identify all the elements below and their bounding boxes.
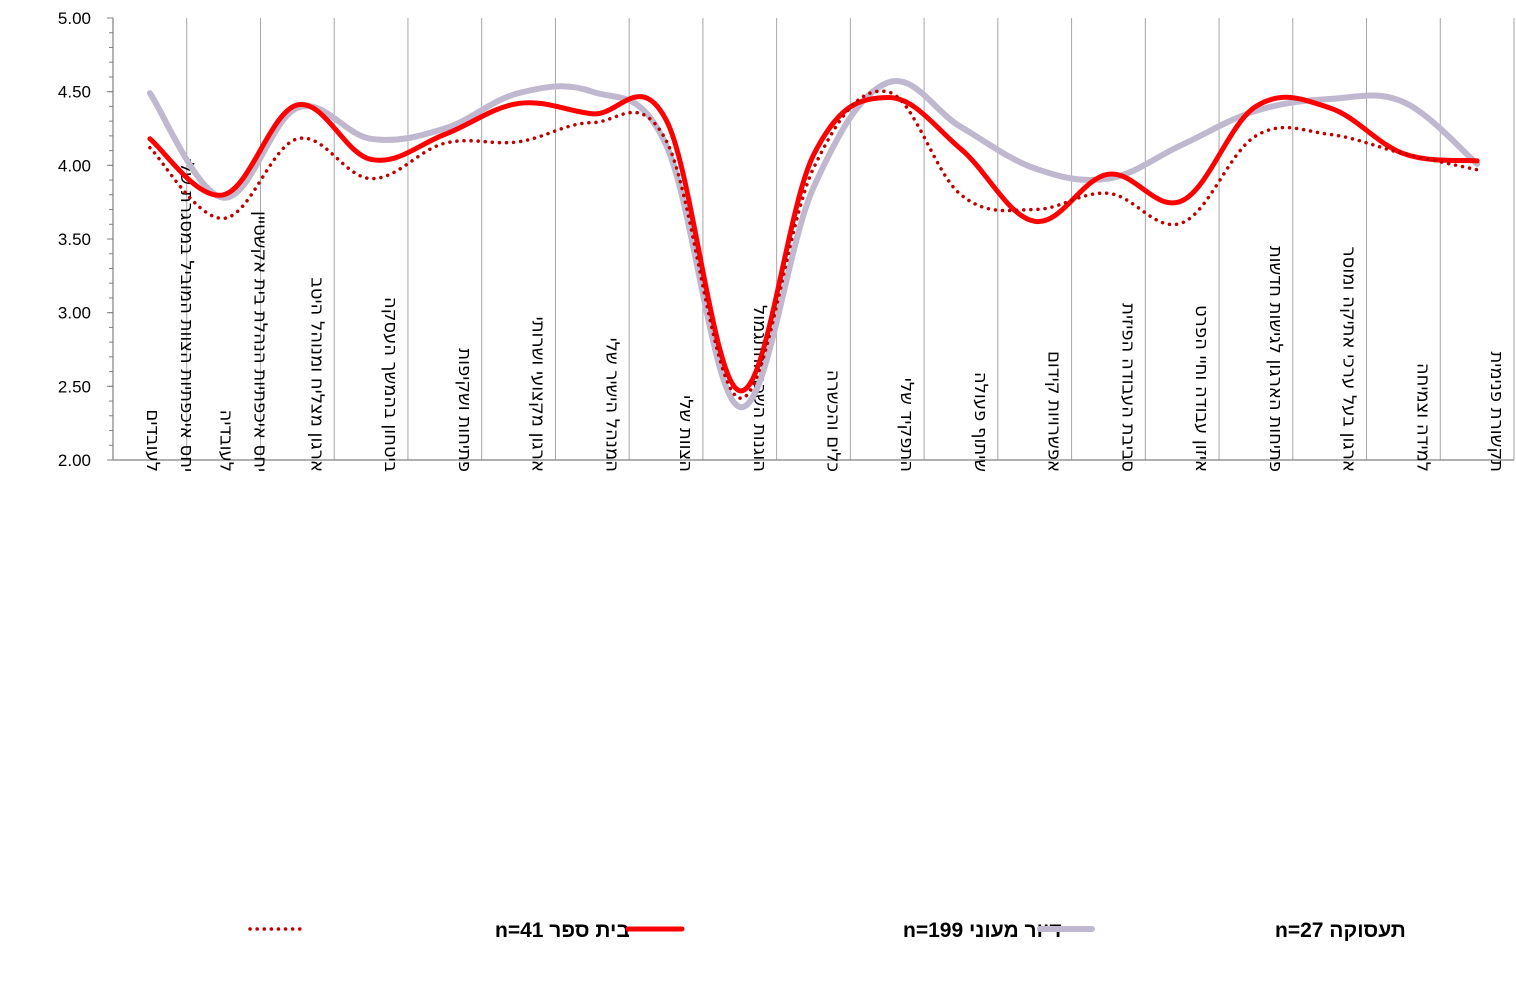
x-category-label: יחס איכפתיות הנהלת בית אקשטיין: [250, 211, 271, 472]
x-category-label: איזון עבודה וחיי הפרט: [1191, 305, 1212, 472]
x-category-label: פתיחות הארגון לגישות חדשות: [1265, 246, 1286, 472]
series-school-line: [148, 89, 1479, 400]
x-category-label: פתיחות ושקיפות: [454, 348, 475, 472]
x-category-label: המנהל הישיר שלי: [601, 338, 622, 472]
x-category-label: לעובדים: [142, 409, 163, 472]
series-housing-line: [147, 94, 1480, 394]
x-category-label: למידה וצמיחה: [1412, 363, 1433, 472]
series-employment-line: [146, 78, 1481, 410]
y-tick-label: 3.50: [58, 230, 91, 249]
series-school-legend-label: בית ספר n=41: [495, 919, 630, 942]
x-category-label: אפשרויות קידום: [1044, 351, 1065, 472]
x-category-label: ביטחון בהמשך העסקה: [380, 297, 401, 472]
legend: בית ספר n=41 דיור מעוני n=199 תעסוקה n=27: [248, 919, 1406, 942]
x-category-label: ארגון מצליח ומנוהל היטב: [306, 277, 327, 472]
y-tick-label: 3.00: [58, 304, 91, 323]
y-tick-label: 2.50: [58, 377, 91, 396]
y-tick-label: 4.00: [58, 156, 91, 175]
series-employment-legend-label: תעסוקה n=27: [1275, 919, 1406, 942]
axes: [107, 17, 1514, 461]
y-axis-tick-labels: 5.00 4.50 4.00 3.50 3.00 2.50 2.00: [58, 9, 91, 470]
series-lines: [146, 78, 1481, 410]
x-category-label: ארגון בעל ערכי אתיקה ומוסר: [1339, 247, 1360, 472]
x-category-label: הצוות שלי: [675, 395, 696, 472]
x-category-label: לעובדיה: [216, 410, 237, 472]
y-tick-label: 4.50: [58, 83, 91, 102]
x-category-label: התפקיד שלי: [896, 378, 917, 472]
x-category-label: תקשורת פנימית: [1486, 351, 1507, 472]
y-tick-label: 2.00: [58, 451, 91, 470]
x-axis-category-labels: יחס איכפתיות הצוות המוביל במסגרת שלי לעוב…: [142, 158, 1507, 472]
x-category-label: כלים והכשרה: [823, 370, 844, 472]
x-category-label: שיתוף פעולה: [970, 372, 991, 472]
x-category-label: סביבת העבודה הפיזית: [1117, 303, 1138, 472]
y-tick-label: 5.00: [58, 9, 91, 28]
x-category-label: ארגון מקצועי ושרותי: [528, 317, 549, 472]
series-housing-legend-label: דיור מעוני n=199: [903, 919, 1062, 942]
x-category-label: יחס איכפתיות הצוות המוביל במסגרת שלי: [176, 158, 197, 472]
